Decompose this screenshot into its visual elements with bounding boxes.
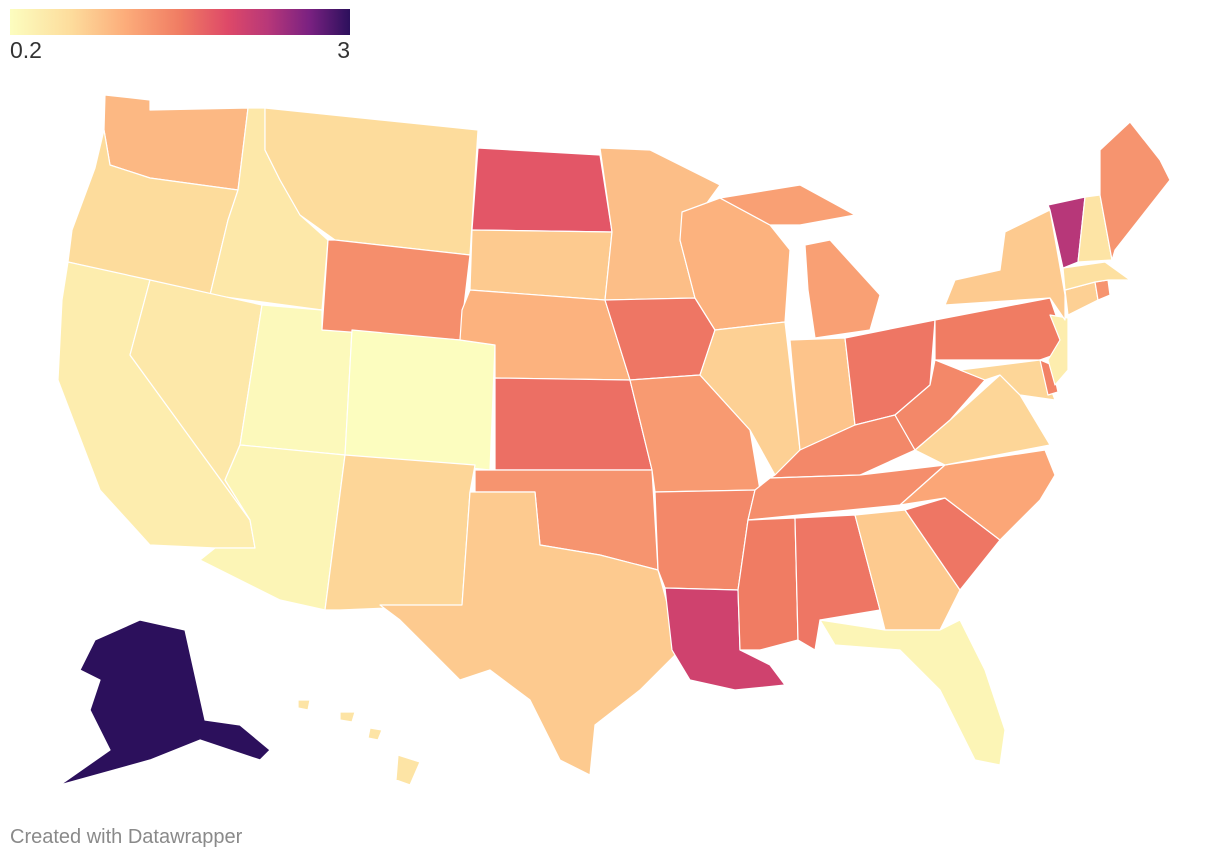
- state-new-jersey[interactable]: [1047, 314, 1069, 386]
- state-wyoming[interactable]: [321, 239, 471, 341]
- state-massachusetts[interactable]: [1062, 261, 1131, 291]
- state-delaware[interactable]: [1039, 359, 1059, 396]
- state-florida[interactable]: [819, 619, 1006, 766]
- legend-gradient-bar: [10, 9, 350, 35]
- state-vermont[interactable]: [1047, 196, 1086, 269]
- state-pennsylvania[interactable]: [934, 297, 1069, 361]
- color-legend: 0.2 3: [10, 9, 350, 67]
- legend-min-label: 0.2: [10, 37, 42, 63]
- state-new-mexico[interactable]: [324, 454, 476, 611]
- state-hawaii[interactable]: [297, 699, 421, 786]
- state-north-dakota[interactable]: [471, 147, 613, 233]
- state-north-carolina[interactable]: [899, 449, 1056, 541]
- state-colorado[interactable]: [344, 329, 496, 471]
- state-maine[interactable]: [1099, 121, 1171, 261]
- state-mississippi[interactable]: [737, 517, 799, 651]
- state-michigan[interactable]: [719, 184, 881, 339]
- legend-max-label: 3: [337, 37, 350, 63]
- state-montana[interactable]: [264, 107, 479, 256]
- datawrapper-credit: Created with Datawrapper: [10, 826, 243, 848]
- state-south-dakota[interactable]: [469, 229, 613, 301]
- state-kansas[interactable]: [494, 377, 653, 471]
- legend-labels: 0.2 3: [10, 37, 350, 67]
- state-rhode-island[interactable]: [1094, 279, 1111, 301]
- state-alaska[interactable]: [59, 619, 271, 786]
- state-texas[interactable]: [379, 491, 681, 776]
